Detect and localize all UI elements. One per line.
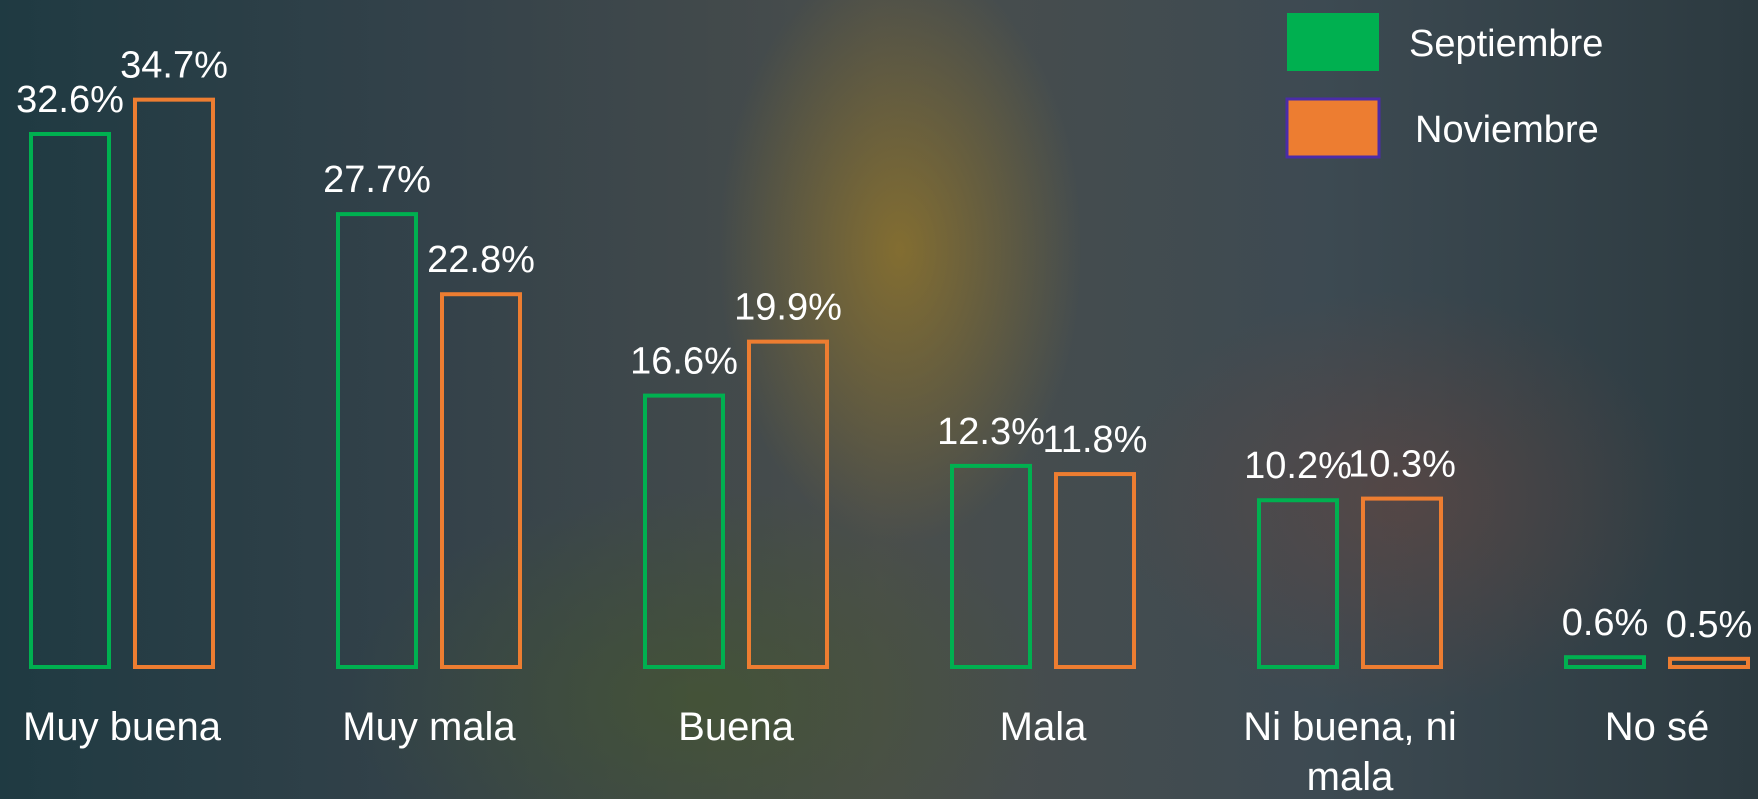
legend-swatch <box>1285 97 1381 159</box>
value-label: 11.8% <box>1043 419 1148 461</box>
bar <box>440 292 522 669</box>
bar <box>643 393 725 669</box>
category-label: Buena <box>678 705 794 749</box>
category-label: Ni buena, ni mala <box>1243 705 1457 799</box>
value-label: 19.9% <box>734 287 842 329</box>
bar <box>336 212 418 669</box>
category-label: No sé <box>1604 705 1710 749</box>
legend-swatch <box>1287 13 1379 71</box>
bar <box>747 339 829 669</box>
bar <box>950 463 1032 669</box>
bar <box>29 131 111 670</box>
bar <box>1564 655 1646 670</box>
category-label: Mala <box>999 705 1087 749</box>
value-label: 34.7% <box>120 45 228 87</box>
value-label: 16.6% <box>630 341 738 383</box>
bar <box>1257 498 1339 670</box>
legend-label: Noviembre <box>1415 109 1599 151</box>
legend-label: Septiembre <box>1409 23 1603 65</box>
bar <box>1361 496 1443 669</box>
value-label: 10.2% <box>1244 445 1352 487</box>
value-label: 0.6% <box>1562 602 1649 644</box>
value-label: 32.6% <box>16 79 124 121</box>
bar <box>1054 472 1136 669</box>
value-label: 27.7% <box>323 159 431 201</box>
value-label: 0.5% <box>1666 604 1753 646</box>
bar <box>133 97 215 669</box>
bar <box>1668 656 1750 670</box>
value-label: 22.8% <box>427 239 535 281</box>
value-label: 12.3% <box>937 411 1045 453</box>
category-label: Muy mala <box>342 705 516 749</box>
category-label: Muy buena <box>23 705 221 749</box>
value-label: 10.3% <box>1348 444 1456 486</box>
